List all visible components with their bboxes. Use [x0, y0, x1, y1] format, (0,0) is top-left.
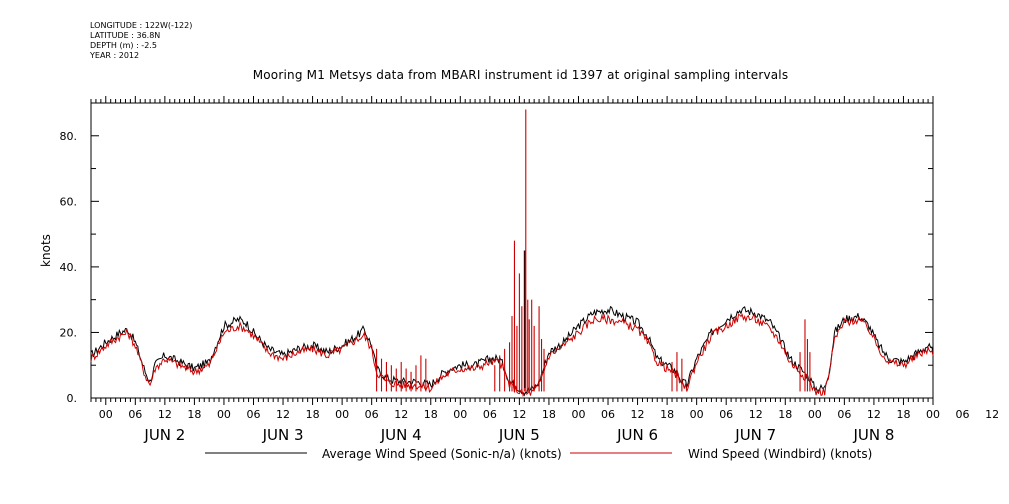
- x-hour-label: 06: [128, 408, 142, 421]
- x-hour-label: 06: [246, 408, 260, 421]
- x-hour-label: 12: [276, 408, 290, 421]
- x-day-label: JUN 3: [262, 426, 304, 444]
- x-hour-label: 12: [394, 408, 408, 421]
- x-day-label: JUN 7: [734, 426, 776, 444]
- x-hour-label: 12: [512, 408, 526, 421]
- latitude-label: LATITUDE : 36.8N: [90, 31, 161, 40]
- x-day-label: JUN 5: [498, 426, 540, 444]
- x-hour-label: 12: [749, 408, 763, 421]
- x-hour-label: 18: [424, 408, 438, 421]
- y-tick-label: 40.: [60, 261, 78, 274]
- x-hour-label: 12: [867, 408, 881, 421]
- x-hour-label: 00: [926, 408, 940, 421]
- x-hour-label: 00: [453, 408, 467, 421]
- x-hour-label: 18: [778, 408, 792, 421]
- x-hour-label: 06: [956, 408, 970, 421]
- x-hour-label: 06: [837, 408, 851, 421]
- y-tick-label: 0.: [67, 392, 78, 405]
- x-hour-label: 00: [217, 408, 231, 421]
- longitude-label: LONGITUDE : 122W(-122): [90, 21, 193, 30]
- y-tick-label: 20.: [60, 326, 78, 339]
- x-hour-label: 06: [601, 408, 615, 421]
- legend-label-average: Average Wind Speed (Sonic-n/a) (knots): [322, 447, 562, 461]
- x-hour-label: 12: [985, 408, 999, 421]
- x-hour-label: 18: [896, 408, 910, 421]
- x-hour-label: 00: [335, 408, 349, 421]
- x-day-label: JUN 4: [380, 426, 422, 444]
- x-hour-label: 06: [483, 408, 497, 421]
- x-hour-label: 06: [365, 408, 379, 421]
- x-hour-label: 18: [542, 408, 556, 421]
- y-tick-label: 80.: [60, 130, 78, 143]
- x-hour-label: 00: [99, 408, 113, 421]
- year-label: YEAR : 2012: [90, 51, 140, 60]
- x-hour-label: 18: [660, 408, 674, 421]
- y-axis-label: knots: [39, 234, 53, 267]
- x-hour-label: 18: [187, 408, 201, 421]
- x-hour-label: 00: [571, 408, 585, 421]
- x-day-label: JUN 8: [852, 426, 894, 444]
- x-hour-label: 18: [306, 408, 320, 421]
- plot-frame: [90, 102, 934, 399]
- x-hour-label: 00: [808, 408, 822, 421]
- x-hour-label: 12: [631, 408, 645, 421]
- legend-label-windbird: Wind Speed (Windbird) (knots): [688, 447, 872, 461]
- x-hour-label: 06: [719, 408, 733, 421]
- metadata-block: LONGITUDE : 122W(-122) LATITUDE : 36.8N …: [90, 21, 192, 61]
- y-tick-label: 60.: [60, 195, 78, 208]
- x-hour-label: 00: [690, 408, 704, 421]
- x-day-label: JUN 2: [143, 426, 185, 444]
- x-hour-label: 12: [158, 408, 172, 421]
- x-day-label: JUN 6: [616, 426, 658, 444]
- chart-title: Mooring M1 Metsys data from MBARI instru…: [252, 68, 789, 82]
- depth-label: DEPTH (m) : -2.5: [90, 41, 157, 50]
